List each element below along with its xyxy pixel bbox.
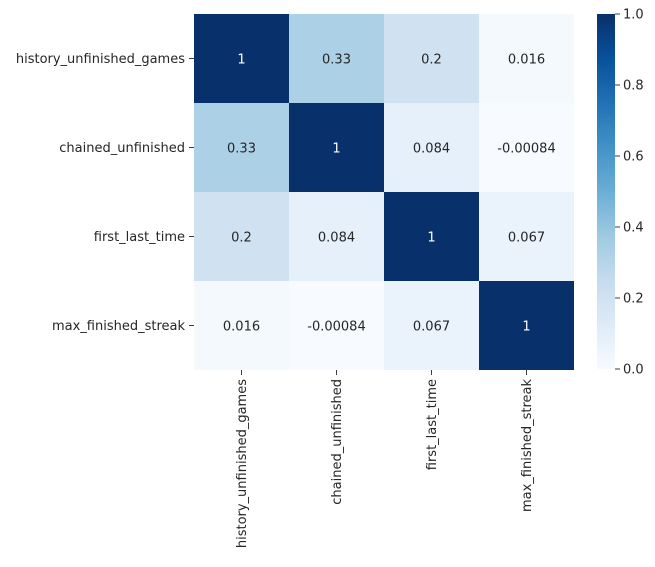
cell-label-3-1: -0.00084 xyxy=(307,320,365,335)
colorbar-tick-label-4: 0.8 xyxy=(623,79,644,94)
heatmap-cell-1-1 xyxy=(289,103,384,192)
cell-label-0-3: 0.016 xyxy=(508,53,545,68)
cell-label-2-3: 0.067 xyxy=(508,231,545,246)
heatmap-cell-2-2 xyxy=(384,192,479,281)
heatmap-cell-2-3 xyxy=(479,192,574,281)
colorbar: 0.0 0.2 0.4 0.6 0.8 1.0 xyxy=(597,8,644,378)
heatmap-cell-2-0 xyxy=(194,192,289,281)
heatmap-cells xyxy=(194,14,574,370)
cell-label-1-0: 0.33 xyxy=(227,142,256,157)
colorbar-tick-label-2: 0.4 xyxy=(623,221,644,236)
colorbar-tick-label-3: 0.6 xyxy=(623,150,644,165)
heatmap-cell-0-2 xyxy=(384,14,479,103)
y-axis: history_unfinished_games chained_unfinish… xyxy=(16,52,194,334)
heatmap-cell-1-3 xyxy=(479,103,574,192)
cell-label-1-3: -0.00084 xyxy=(497,142,555,157)
heatmap-cell-0-1 xyxy=(289,14,384,103)
cell-label-2-1: 0.084 xyxy=(318,231,355,246)
heatmap-cell-3-2 xyxy=(384,281,479,370)
heatmap-cell-2-1 xyxy=(289,192,384,281)
cell-label-2-0: 0.2 xyxy=(231,231,252,246)
heatmap-cell-3-1 xyxy=(289,281,384,370)
heatmap-cell-1-0 xyxy=(194,103,289,192)
x-tick-label-2: first_last_time xyxy=(425,379,440,470)
heatmap-cell-3-3 xyxy=(479,281,574,370)
y-tick-label-0: history_unfinished_games xyxy=(16,52,185,67)
cell-label-0-0: 1 xyxy=(237,53,245,68)
x-axis: history_unfinished_games chained_unfinish… xyxy=(235,370,535,548)
colorbar-tick-label-0: 0.0 xyxy=(623,363,644,378)
x-tick-label-3: max_finished_streak xyxy=(520,379,535,513)
cell-label-1-2: 0.084 xyxy=(413,142,450,157)
cell-label-1-1: 1 xyxy=(332,142,340,157)
cell-label-3-2: 0.067 xyxy=(413,320,450,335)
heatmap-cell-3-0 xyxy=(194,281,289,370)
y-tick-label-2: first_last_time xyxy=(94,230,185,245)
y-tick-label-3: max_finished_streak xyxy=(52,319,186,334)
x-tick-label-1: chained_unfinished xyxy=(330,379,345,505)
heatmap-cell-0-0 xyxy=(194,14,289,103)
heatmap-cell-1-2 xyxy=(384,103,479,192)
cell-label-0-2: 0.2 xyxy=(421,53,442,68)
x-tick-label-0: history_unfinished_games xyxy=(235,379,250,548)
cell-label-2-2: 1 xyxy=(427,231,435,246)
cell-label-3-3: 1 xyxy=(522,320,530,335)
y-tick-label-1: chained_unfinished xyxy=(59,141,185,156)
colorbar-tick-label-1: 0.2 xyxy=(623,292,644,307)
heatmap-cell-0-3 xyxy=(479,14,574,103)
colorbar-tick-label-5: 1.0 xyxy=(623,8,644,23)
colorbar-gradient xyxy=(597,14,615,369)
cell-label-3-0: 0.016 xyxy=(223,320,260,335)
cell-annotations: 1 0.33 0.2 0.016 0.33 1 0.084 -0.00084 0.2 0.084 1… xyxy=(223,53,556,335)
cell-label-0-1: 0.33 xyxy=(322,53,351,68)
